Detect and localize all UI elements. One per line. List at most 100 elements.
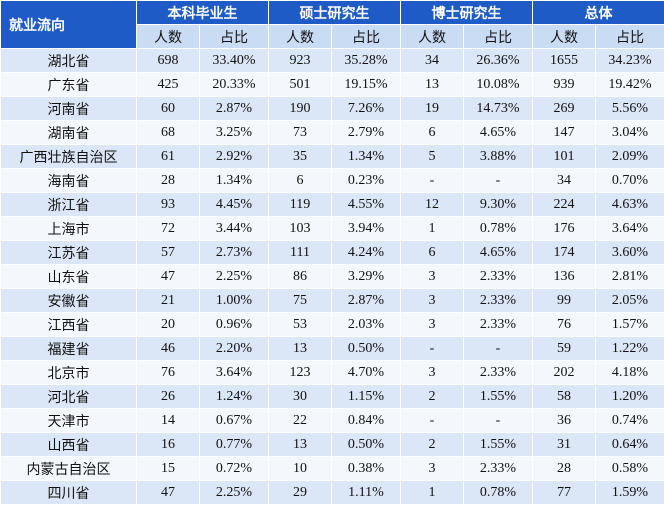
region-cell: 河北省: [0, 384, 137, 409]
sub-header: 人数: [136, 24, 200, 49]
value-cell: 3.25%: [199, 120, 269, 145]
value-cell: 1.55%: [463, 432, 533, 457]
value-cell: 60: [136, 96, 200, 121]
value-cell: 202: [532, 360, 596, 385]
value-cell: 3.29%: [331, 264, 401, 289]
value-cell: 0.58%: [595, 456, 664, 481]
value-cell: 1.59%: [595, 480, 664, 505]
value-cell: 47: [136, 264, 200, 289]
value-cell: 1.00%: [199, 288, 269, 313]
value-cell: 0.50%: [331, 432, 401, 457]
value-cell: 1.11%: [331, 480, 401, 505]
value-cell: 2.73%: [199, 240, 269, 265]
region-cell: 广西壮族自治区: [0, 144, 137, 169]
region-cell: 福建省: [0, 336, 137, 361]
value-cell: 2.79%: [331, 120, 401, 145]
data-row: 上海市 72 3.44% 103 3.94% 1 0.78% 176 3.64%: [0, 216, 664, 241]
value-cell: 26: [136, 384, 200, 409]
value-cell: 3.04%: [595, 120, 664, 145]
region-cell: 浙江省: [0, 192, 137, 217]
value-cell: 3.44%: [199, 216, 269, 241]
value-cell: 4.65%: [463, 240, 533, 265]
value-cell: 1.20%: [595, 384, 664, 409]
value-cell: 6: [400, 240, 464, 265]
value-cell: 13: [268, 336, 332, 361]
value-cell: 0.38%: [331, 456, 401, 481]
value-cell: 425: [136, 72, 200, 97]
sub-header: 占比: [199, 24, 269, 49]
region-cell: 北京市: [0, 360, 137, 385]
data-row: 湖北省 698 33.40% 923 35.28% 34 26.36% 1655 34.23%: [0, 48, 664, 73]
value-cell: 31: [532, 432, 596, 457]
data-row: 江西省 20 0.96% 53 2.03% 3 2.33% 76 1.57%: [0, 312, 664, 337]
data-row: 湖南省 68 3.25% 73 2.79% 6 4.65% 147 3.04%: [0, 120, 664, 145]
value-cell: 19.15%: [331, 72, 401, 97]
value-cell: 46: [136, 336, 200, 361]
value-cell: 1655: [532, 48, 596, 73]
value-cell: 0.72%: [199, 456, 269, 481]
value-cell: 10.08%: [463, 72, 533, 97]
value-cell: 16: [136, 432, 200, 457]
value-cell: 2.33%: [463, 264, 533, 289]
value-cell: 2: [400, 384, 464, 409]
group-header: 博士研究生: [400, 0, 533, 25]
value-cell: 73: [268, 120, 332, 145]
region-cell: 湖北省: [0, 48, 137, 73]
value-cell: 1.57%: [595, 312, 664, 337]
value-cell: -: [463, 168, 533, 193]
data-row: 广东省 425 20.33% 501 19.15% 13 10.08% 939 19.42%: [0, 72, 664, 97]
value-cell: 3: [400, 264, 464, 289]
value-cell: 501: [268, 72, 332, 97]
value-cell: 269: [532, 96, 596, 121]
value-cell: 99: [532, 288, 596, 313]
value-cell: 0.23%: [331, 168, 401, 193]
value-cell: -: [400, 336, 464, 361]
value-cell: 2.09%: [595, 144, 664, 169]
value-cell: 76: [136, 360, 200, 385]
group-header: 硕士研究生: [268, 0, 401, 25]
value-cell: 1.55%: [463, 384, 533, 409]
value-cell: 1: [400, 216, 464, 241]
value-cell: 21: [136, 288, 200, 313]
value-cell: 0.50%: [331, 336, 401, 361]
value-cell: 698: [136, 48, 200, 73]
value-cell: 13: [268, 432, 332, 457]
value-cell: 4.65%: [463, 120, 533, 145]
value-cell: 0.96%: [199, 312, 269, 337]
value-cell: 53: [268, 312, 332, 337]
region-cell: 广东省: [0, 72, 137, 97]
region-cell: 山东省: [0, 264, 137, 289]
value-cell: 19: [400, 96, 464, 121]
value-cell: 2.25%: [199, 480, 269, 505]
value-cell: 2.87%: [199, 96, 269, 121]
value-cell: 10: [268, 456, 332, 481]
value-cell: 34: [400, 48, 464, 73]
region-cell: 山西省: [0, 432, 137, 457]
value-cell: 77: [532, 480, 596, 505]
value-cell: 4.70%: [331, 360, 401, 385]
value-cell: 0.67%: [199, 408, 269, 433]
value-cell: 58: [532, 384, 596, 409]
value-cell: 14: [136, 408, 200, 433]
value-cell: 7.26%: [331, 96, 401, 121]
value-cell: 4.45%: [199, 192, 269, 217]
data-row: 海南省 28 1.34% 6 0.23% - -34 0.70%: [0, 168, 664, 193]
region-cell: 河南省: [0, 96, 137, 121]
value-cell: 75: [268, 288, 332, 313]
value-cell: 136: [532, 264, 596, 289]
value-cell: 6: [268, 168, 332, 193]
sub-header: 占比: [463, 24, 533, 49]
value-cell: 12: [400, 192, 464, 217]
value-cell: 28: [136, 168, 200, 193]
sub-header: 占比: [331, 24, 401, 49]
data-row: 内蒙古自治区 15 0.72% 10 0.38% 3 2.33% 28 0.58%: [0, 456, 664, 481]
region-cell: 天津市: [0, 408, 137, 433]
value-cell: 0.64%: [595, 432, 664, 457]
data-row: 北京市 76 3.64% 123 4.70% 3 2.33% 202 4.18%: [0, 360, 664, 385]
value-cell: 0.78%: [463, 216, 533, 241]
value-cell: 2.20%: [199, 336, 269, 361]
value-cell: 1.22%: [595, 336, 664, 361]
value-cell: 34.23%: [595, 48, 664, 73]
value-cell: 2.05%: [595, 288, 664, 313]
value-cell: 13: [400, 72, 464, 97]
